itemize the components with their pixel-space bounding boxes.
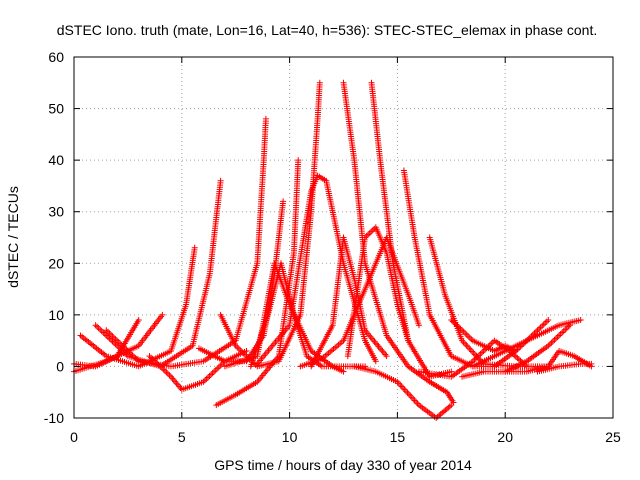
plus-markers [534,360,595,375]
plus-markers [351,363,455,421]
satellite-arc-series [213,157,302,409]
data-series [71,79,595,421]
plus-markers [400,167,498,370]
y-tick-label: 40 [48,152,64,168]
x-tick-label: 25 [605,429,621,445]
satellite-arc-series [196,198,287,365]
y-tick-label: 30 [48,204,64,220]
plus-markers [491,317,552,370]
satellite-arc-series [351,363,455,421]
x-axis-label: GPS time / hours of day 330 of year 2014 [214,457,472,473]
plus-markers [213,157,302,409]
y-axis-label: dSTEC / TECUs [5,186,21,288]
satellite-arc-series [247,260,369,370]
satellite-arc-series [103,115,269,370]
y-tick-label: 0 [56,358,64,374]
chart-title: dSTEC Iono. truth (mate, Lon=16, Lat=40,… [57,22,597,38]
satellite-arc-series [469,317,584,370]
satellite-arc-series [368,79,455,380]
plus-markers [103,115,269,370]
satellite-arc-series [448,317,519,354]
plus-markers [308,234,390,370]
satellite-arc-series [308,234,390,370]
y-tick-label: 10 [48,307,64,323]
y-tick-label: 60 [48,49,64,65]
axis-ticks: 0 5 10 15 20 25 -10 0 10 20 30 40 50 60 [44,49,621,445]
satellite-arc-series [491,317,552,370]
plus-markers [254,172,379,367]
y-tick-label: 20 [48,255,64,271]
x-tick-label: 15 [390,429,406,445]
satellite-arc-series [254,172,379,367]
x-tick-label: 0 [70,429,78,445]
y-tick-label: 50 [48,101,64,117]
y-tick-label: -10 [44,410,64,426]
plus-markers [247,260,369,370]
plot-frame [73,56,614,419]
satellite-arc-series [340,79,457,406]
plus-markers [196,198,287,365]
satellite-arc-series [534,360,595,375]
satellite-arc-series [146,348,250,393]
x-tick-label: 10 [282,429,298,445]
plus-markers [92,177,224,370]
plus-markers [146,348,250,393]
plus-markers [77,244,198,370]
satellite-arc-series [400,167,498,370]
x-tick-label: 5 [178,429,186,445]
plus-markers [340,79,457,406]
plus-markers [217,79,323,370]
satellite-arc-series [77,244,198,370]
plus-markers [368,79,455,380]
satellite-arc-series [92,177,224,370]
plus-markers [469,317,584,370]
x-tick-label: 20 [497,429,513,445]
plus-markers [448,317,519,354]
satellite-arc-series [217,79,323,370]
